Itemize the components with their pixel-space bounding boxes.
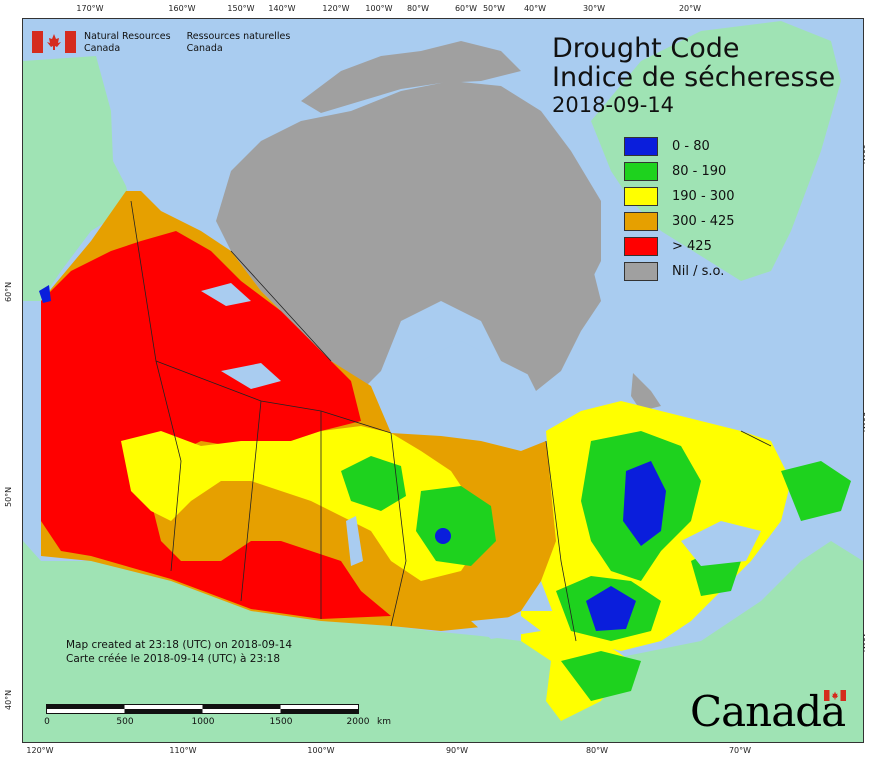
agency-en-line1: Natural Resources: [84, 31, 171, 42]
graticule-bottom-label: 120°W: [26, 746, 54, 755]
graticule-bottom-label: 80°W: [585, 746, 609, 755]
creation-note-en: Map created at 23:18 (UTC) on 2018-09-14: [66, 639, 293, 651]
agency-name-en: Natural Resources Canada: [84, 31, 171, 55]
map-canvas: [22, 18, 864, 743]
scale-label: 1500: [269, 717, 293, 727]
legend-swatch: [624, 162, 658, 181]
agency-fr-line1: Ressources naturelles: [186, 31, 291, 42]
zone-0-80-bc-coast: [39, 285, 51, 303]
nil-baffin: [481, 171, 601, 391]
legend-swatch: [624, 187, 658, 206]
graticule-bottom-label: 70°W: [728, 746, 752, 755]
legend-swatch: [624, 137, 658, 156]
scale-bar-graphic: [46, 704, 359, 714]
legend-swatch: [624, 237, 658, 256]
lake-superior: [471, 616, 541, 639]
drought-map: [23, 21, 863, 742]
scale-label: 500: [116, 717, 134, 727]
legend-label: > 425: [672, 239, 712, 254]
legend-swatch: [624, 212, 658, 231]
zone-80-190-manitoba: [416, 486, 496, 566]
scale-label: 2000: [346, 717, 370, 727]
great-slave-lake: [221, 363, 281, 389]
legend-item: 190 - 300: [624, 184, 735, 209]
legend-label: Nil / s.o.: [672, 264, 725, 279]
legend-item: 300 - 425: [624, 209, 735, 234]
legend-label: 300 - 425: [672, 214, 735, 229]
graticule-bottom-label: 90°W: [445, 746, 469, 755]
zone-80-190-ontario: [561, 651, 641, 701]
title-fr: Indice de sécheresse: [552, 62, 836, 93]
map-title: Drought Code Indice de sécheresse: [552, 34, 835, 92]
creation-notes: Map created at 23:18 (UTC) on 2018-09-14…: [66, 638, 292, 666]
graticule-top-label: 150°W: [227, 4, 255, 13]
canada-flag-icon: [32, 31, 76, 53]
title-en: Drought Code: [552, 33, 740, 64]
nil-north-islands: [301, 41, 521, 113]
alaska-land: [23, 56, 131, 301]
graticule-top-label: 80°W: [406, 4, 430, 13]
agency-name-fr: Ressources naturelles Canada: [187, 31, 291, 55]
legend-swatch: [624, 262, 658, 281]
province-borders: [130, 200, 772, 642]
scale-label: 0: [44, 717, 50, 727]
graticule-left-label: 40°N: [4, 689, 13, 710]
graticule-top-label: 120°W: [322, 4, 350, 13]
wordmark-flag-icon: [824, 690, 846, 701]
canada-wordmark: Canada: [690, 687, 846, 736]
legend-item: 80 - 190: [624, 159, 735, 184]
graticule-bottom-label: 110°W: [169, 746, 197, 755]
creation-note-fr: Carte créée le 2018-09-14 (UTC) à 23:18: [66, 653, 281, 665]
zone-0-80-south: [586, 586, 636, 631]
graticule-left-label: 60°N: [4, 281, 13, 302]
graticule-top-label: 100°W: [365, 4, 393, 13]
scale-unit: km: [377, 717, 391, 727]
legend-item: 0 - 80: [624, 134, 735, 159]
nil-labrador-tip: [631, 373, 661, 411]
legend: 0 - 80 80 - 190 190 - 300 300 - 425 > 42…: [624, 134, 735, 284]
legend-item: Nil / s.o.: [624, 259, 735, 284]
graticule-top-label: 30°W: [582, 4, 606, 13]
hudson-bay: [391, 341, 541, 451]
zone-80-190-nfld: [781, 461, 851, 521]
graticule-bottom-label: 100°W: [307, 746, 335, 755]
agency-signature: Natural Resources Canada Ressources natu…: [32, 31, 306, 55]
zone-0-80-quebec: [623, 461, 666, 546]
scale-label: 1000: [191, 717, 215, 727]
usa-land: [23, 541, 863, 742]
zone-gt-425-west: [41, 231, 391, 619]
agency-fr-line2: Canada: [186, 43, 223, 54]
agency-en-line2: Canada: [84, 43, 121, 54]
legend-label: 0 - 80: [672, 139, 710, 154]
lake-winnipeg: [346, 516, 363, 566]
graticule-top-label: 170°W: [76, 4, 104, 13]
graticule-top-label: 20°W: [678, 4, 702, 13]
legend-label: 190 - 300: [672, 189, 735, 204]
zone-80-190-sask: [341, 456, 406, 511]
graticule-top-label: 60°W: [454, 4, 478, 13]
great-bear-lake: [201, 283, 251, 306]
graticule-left-label: 50°N: [4, 486, 13, 507]
graticule-top-label: 160°W: [168, 4, 196, 13]
zone-0-80-manitoba-spot: [435, 528, 451, 544]
graticule-top-label: 50°W: [482, 4, 506, 13]
map-date: 2018-09-14: [552, 93, 675, 117]
gulf-st-lawrence: [681, 521, 761, 566]
graticule-top-label: 40°W: [523, 4, 547, 13]
legend-label: 80 - 190: [672, 164, 727, 179]
legend-item: > 425: [624, 234, 735, 259]
graticule-top-label: 140°W: [268, 4, 296, 13]
